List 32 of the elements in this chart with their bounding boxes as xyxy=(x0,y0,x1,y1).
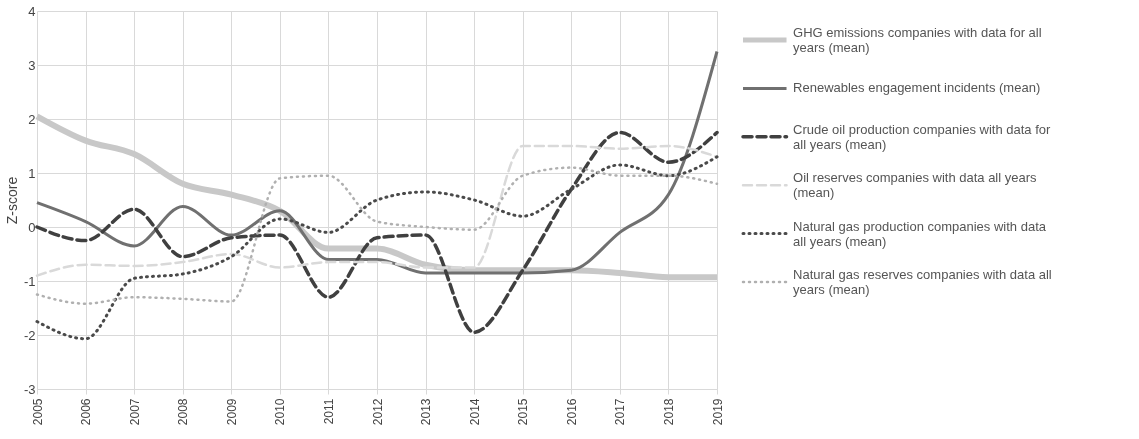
y-tick-label: 3 xyxy=(28,57,36,73)
line-series xyxy=(35,50,719,275)
x-tick-label: 2018 xyxy=(661,398,676,426)
x-tick-label: 2010 xyxy=(273,398,288,426)
legend-label: Oil reserves companies with data all years (mean) xyxy=(793,170,1038,201)
y-tick-label: 0 xyxy=(28,219,36,235)
legend-label: Natural gas reserves companies with data all years (mean) xyxy=(793,266,1052,297)
legend-label: Crude oil production companies with data for all years (mean) xyxy=(793,121,1051,152)
x-tick-label: 2016 xyxy=(564,398,579,426)
x-tick-label: 2019 xyxy=(710,398,725,426)
x-tick-label: 2009 xyxy=(224,398,239,426)
y-axis-title: Z-score xyxy=(3,176,20,225)
y-tick-label: 4 xyxy=(28,3,36,19)
y-tick-label: -3 xyxy=(23,381,36,397)
x-tick-label: 2006 xyxy=(79,398,94,426)
x-tick-label: 2005 xyxy=(30,398,45,426)
x-tick-label: 2017 xyxy=(613,398,628,426)
x-tick-label: 2011 xyxy=(321,398,336,425)
y-tick-label: -1 xyxy=(23,273,36,289)
legend-label: Renewables engagement incidents (mean) xyxy=(793,80,1041,96)
x-tick-label: 2015 xyxy=(516,398,531,426)
x-tick-label: 2012 xyxy=(370,398,385,426)
x-tick-label: 2008 xyxy=(176,398,191,426)
legend-label: GHG emissions companies with data for all years (mean) xyxy=(793,25,1042,56)
x-tick-label: 2007 xyxy=(127,398,142,426)
x-tick-label: 2013 xyxy=(419,398,434,426)
legend-label: Natural gas production companies with data all years (mean) xyxy=(793,218,1047,249)
line-series xyxy=(35,166,719,305)
y-tick-label: 2 xyxy=(28,111,36,127)
y-tick-label: 1 xyxy=(28,165,36,181)
x-tick-label: 2014 xyxy=(467,398,482,426)
y-tick-label: -2 xyxy=(23,327,36,343)
